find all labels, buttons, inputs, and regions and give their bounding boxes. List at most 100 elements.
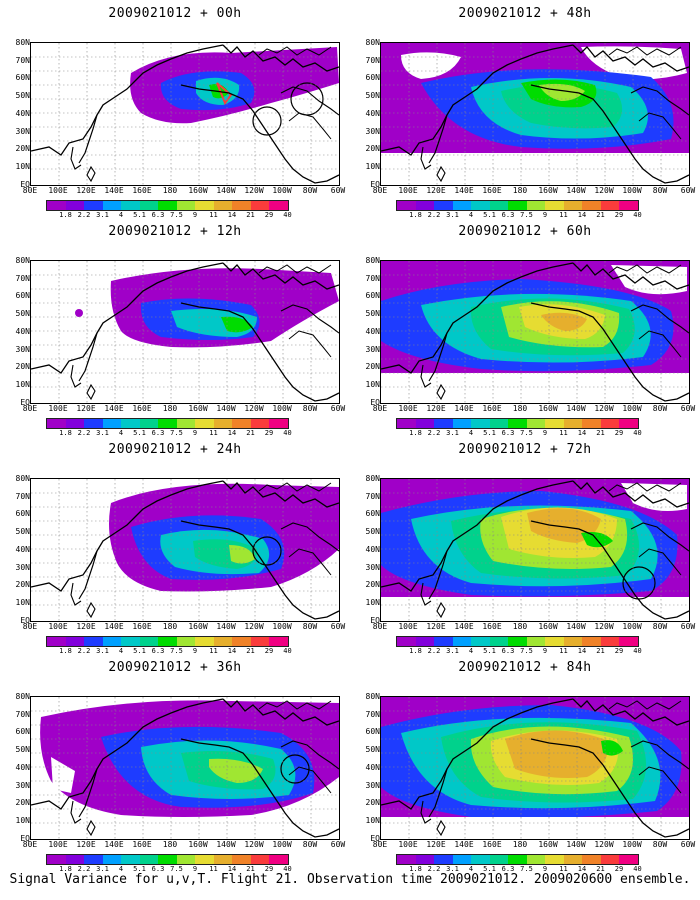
colorbar-label: 5.1 — [483, 647, 496, 655]
longitude-label: 60W — [330, 186, 346, 195]
longitude-label: 160W — [188, 840, 208, 849]
latitude-label: 30N — [365, 344, 380, 354]
latitude-label: 50N — [15, 745, 30, 755]
longitude-label: 180 — [512, 840, 528, 849]
latitude-label: 10N — [365, 379, 380, 389]
colorbar-swatch — [563, 201, 582, 210]
colorbar-swatch — [545, 419, 564, 428]
longitude-label: 80W — [302, 840, 318, 849]
longitude-label: 60W — [680, 404, 696, 413]
colorbar-label: 21 — [246, 865, 255, 873]
latitude-label: 20N — [365, 580, 380, 590]
latitude-label: 30N — [15, 126, 30, 136]
colorbar — [396, 200, 639, 211]
longitude-label: 160W — [538, 404, 558, 413]
colorbar-label: 6.3 — [501, 429, 515, 437]
colorbar-swatch — [397, 855, 416, 864]
longitude-label: 180 — [162, 186, 178, 195]
colorbar-swatch — [563, 637, 582, 646]
map-panel: 2009021012 + 12h 80N 70N 60N 50N 40N 30N 20N 10N… — [10, 222, 346, 437]
latitude-label: 70N — [365, 709, 380, 719]
longitude-label: 100W — [272, 186, 292, 195]
latitude-label: 10N — [365, 161, 380, 171]
latitude-label: 40N — [15, 544, 30, 554]
latitude-label: EQ — [370, 833, 380, 843]
colorbar-swatch — [232, 419, 251, 428]
colorbar-label: 1.8 — [409, 211, 422, 219]
colorbar-label: 2.2 — [427, 865, 441, 873]
colorbar-swatch — [102, 419, 121, 428]
colorbar-swatch — [176, 637, 195, 646]
colorbar-swatch — [452, 201, 471, 210]
colorbar-label: 4 — [468, 211, 474, 219]
latitude-label: 80N — [15, 38, 30, 47]
colorbar-label: 9 — [542, 429, 548, 437]
longitude-label: 120E — [426, 840, 446, 849]
colorbar-swatch — [102, 201, 121, 210]
longitude-label: 80E — [372, 840, 388, 849]
longitude-label: 100W — [272, 840, 292, 849]
colorbar-label: 3.1 — [96, 865, 109, 873]
colorbar-label: 3.1 — [446, 429, 459, 437]
colorbar-swatch — [452, 419, 471, 428]
colorbar-label: 9 — [542, 647, 548, 655]
latitude-label: 70N — [15, 273, 30, 283]
colorbar-label: 4 — [468, 647, 474, 655]
colorbar-label: 4 — [118, 865, 124, 873]
colorbar-label: 6.3 — [151, 429, 165, 437]
longitude-label: 140W — [566, 622, 586, 631]
colorbar-swatch — [471, 419, 490, 428]
colorbar-swatch — [232, 201, 251, 210]
colorbar-swatch — [47, 855, 66, 864]
colorbar-swatch — [563, 419, 582, 428]
colorbar-label: 4 — [468, 865, 474, 873]
colorbar-swatch — [415, 201, 434, 210]
colorbar-swatch — [121, 419, 140, 428]
colorbar-label: 5.1 — [483, 211, 496, 219]
colorbar-label: 21 — [596, 865, 605, 873]
latitude-label: 10N — [15, 597, 30, 607]
latitude-label: 30N — [15, 780, 30, 790]
latitude-label: 10N — [15, 379, 30, 389]
colorbar-swatch — [47, 637, 66, 646]
latitude-label: 30N — [365, 562, 380, 572]
colorbar-label: 6.3 — [501, 865, 515, 873]
colorbar-swatch — [545, 637, 564, 646]
longitude-label: 140W — [566, 404, 586, 413]
colorbar-swatch — [489, 201, 508, 210]
map-svg — [381, 697, 689, 839]
longitude-label: 160E — [132, 186, 152, 195]
colorbar-label: 6.3 — [151, 647, 165, 655]
colorbar-swatch — [415, 637, 434, 646]
colorbar-label: 40 — [283, 647, 292, 655]
longitude-label: 100W — [272, 404, 292, 413]
map-plot-area — [380, 260, 690, 404]
colorbar-swatch — [434, 419, 453, 428]
colorbar-label: 7.5 — [520, 429, 533, 437]
panel-title: 2009021012 + 60h — [458, 224, 592, 239]
colorbar-swatch — [415, 855, 434, 864]
colorbar-label: 7.5 — [170, 211, 183, 219]
colorbar-label: 9 — [192, 865, 198, 873]
longitude-label: 60W — [330, 404, 346, 413]
colorbar-swatch — [269, 201, 288, 210]
colorbar — [46, 418, 289, 429]
colorbar-label: 3.1 — [96, 647, 109, 655]
latitude-label: 20N — [365, 144, 380, 154]
colorbar-swatch — [232, 855, 251, 864]
colorbar-swatch — [139, 201, 158, 210]
colorbar-swatch — [471, 201, 490, 210]
colorbar-swatch — [250, 637, 269, 646]
longitude-label: 100E — [398, 622, 418, 631]
colorbar-label: 29 — [264, 211, 274, 219]
latitude-label: EQ — [20, 615, 30, 625]
colorbar-label: 11 — [559, 211, 568, 219]
latitude-label: 50N — [365, 91, 380, 101]
colorbar-label: 11 — [559, 429, 568, 437]
colorbar — [46, 636, 289, 647]
map-panel: 2009021012 + 24h 80N 70N 60N 50N 40N 30N 20N 10N… — [10, 440, 346, 655]
colorbar-label: 14 — [577, 647, 587, 655]
colorbar-swatch — [195, 419, 214, 428]
colorbar-swatch — [176, 201, 195, 210]
colorbar-swatch — [619, 419, 638, 428]
